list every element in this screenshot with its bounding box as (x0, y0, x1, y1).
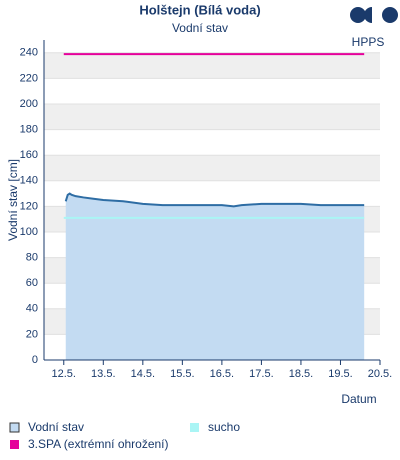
y-tick-label: 80 (26, 252, 38, 264)
legend-label: sucho (208, 420, 240, 434)
line (64, 192, 365, 208)
x-tick-label: 13.5. (91, 368, 115, 380)
grid-band (44, 155, 380, 181)
grid-band (44, 104, 380, 130)
y-tick-label: 0 (32, 354, 38, 366)
x-tick-label: 17.5. (249, 368, 273, 380)
x-tick-label: 19.5. (328, 368, 352, 380)
x-tick-label: 14.5. (131, 368, 155, 380)
y-tick-label: 120 (20, 200, 38, 212)
y-tick-label: 100 (20, 226, 38, 238)
y-tick-label: 140 (20, 175, 38, 187)
x-tick-label: 20.5. (368, 368, 392, 380)
y-tick-label: 60 (26, 277, 38, 289)
logo-text: HPPS (352, 35, 385, 49)
x-tick-label: 18.5. (289, 368, 313, 380)
legend-label: Vodní stav (28, 420, 84, 434)
x-tick-label: 12.5. (52, 368, 76, 380)
y-tick-label: 180 (20, 124, 38, 136)
x-tick-label: 15.5. (170, 368, 194, 380)
logo: HPPS (350, 7, 398, 49)
y-tick-label: 160 (20, 149, 38, 161)
area (65, 193, 365, 360)
y-tick-label: 240 (20, 47, 38, 59)
legend-swatch (10, 440, 19, 449)
legend-label: 3.SPA (extrémní ohrožení) (28, 437, 169, 451)
grid-band (44, 52, 380, 79)
legend-swatch (9, 422, 20, 433)
y-tick-label: 40 (26, 303, 38, 315)
chart-subtitle: Vodní stav (172, 21, 228, 35)
x-tick-label: 16.5. (210, 368, 234, 380)
y-tick-label: 200 (20, 98, 38, 110)
y-axis-label: Vodní stav [cm] (6, 159, 20, 241)
x-axis-label: Datum (341, 392, 376, 406)
y-tick-label: 220 (20, 72, 38, 84)
legend-swatch (190, 423, 199, 432)
chart-title: Holštejn (Bílá voda) (139, 2, 260, 17)
y-tick-label: 20 (26, 328, 38, 340)
